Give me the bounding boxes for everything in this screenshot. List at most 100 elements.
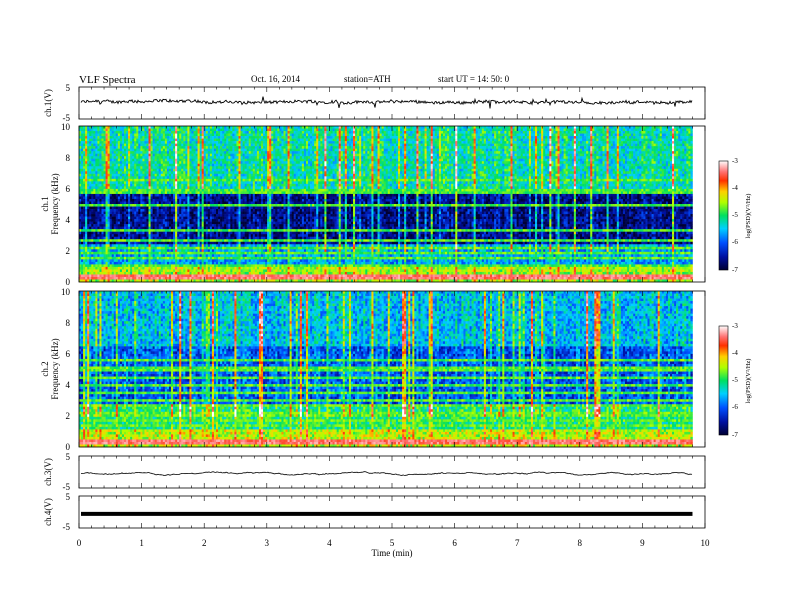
spec1-cell [142,161,145,165]
spec1-cell [158,204,162,207]
spec1-cell [185,166,188,170]
spec1-cell [199,249,202,253]
spec1-cell [156,153,160,157]
spec1-cell [128,236,131,240]
spec1-cell [234,176,237,180]
spec1-cell [191,153,194,157]
spec1-cell [177,186,180,190]
spec1-cell [197,153,200,157]
spec1-cell [191,136,194,139]
spec1-cell [132,156,135,160]
spec1-cell [166,173,170,177]
spec1-cell [148,229,151,232]
spec1-cell [158,201,162,205]
spec1-cell [209,171,213,175]
spec1-cell [126,171,129,175]
spec1-cell [138,231,141,235]
spec1-cell [197,211,200,215]
spec1-cell [148,146,151,149]
spec1-cell [228,261,231,265]
spec1-cell [189,176,192,180]
spec1-cell [128,214,131,217]
spec1-cell [218,138,221,142]
spec1-cell [79,196,82,200]
spec1-cell [81,214,84,217]
spec1-cell [132,168,135,172]
spec1-cell [193,161,196,165]
spec1-cell [171,259,174,263]
spec1-cell [177,254,180,258]
spec1-cell [228,178,231,182]
spec1-cell [205,239,209,243]
spec1-cell [234,266,237,270]
spec1-cell [128,153,131,157]
spec1-cell [189,224,192,227]
spec1-cell [203,191,207,195]
spec1-cell [187,209,190,212]
spec1-cell [191,236,194,240]
spec1-cell [138,279,141,283]
spec1-cell [201,236,205,240]
spec1-cell [146,163,149,167]
spec1-cell [123,221,127,225]
spec1-cell [146,191,149,195]
spec1-cell [109,186,113,190]
spec1-cell [183,163,186,167]
spec1-cell [136,249,139,253]
spec1-cell [144,244,147,248]
spec1-cell [207,279,211,283]
spec1-cell [119,148,123,152]
spec1-cell [193,158,196,162]
spec1-cell [132,188,135,192]
spec1-cell [111,279,115,283]
spec1-cell [123,143,127,147]
spec1-cell [216,171,219,175]
spec1-cell [179,133,182,137]
spec1-cell [79,186,82,190]
spec1-cell [173,178,176,182]
spec1-cell [156,221,160,225]
spec1-cell [171,161,174,165]
spec1-cell [211,249,215,253]
spec1-cell [158,168,162,172]
spec1-cell [138,148,141,152]
spec1-cell [134,173,137,177]
spec1-cell [128,183,131,187]
spec1-cell [205,191,209,195]
spec1-cell [113,156,117,160]
spec1-cell [123,151,127,154]
spec1-cell [144,221,147,225]
spec1-cell [91,276,94,280]
spec1-cell [171,141,174,144]
spec1-cell [138,188,141,192]
spec1-cell [99,163,102,167]
spec1-cell [205,166,209,170]
spec1-cell [91,188,94,192]
spec1-cell [220,126,223,129]
spec1-cell [152,133,155,137]
spec1-cell [236,241,239,245]
spec1-cell [101,266,104,270]
spec1-cell [220,206,223,210]
spec1-cell [109,269,113,273]
spec1-cell [103,178,106,182]
spec1-cell [99,166,102,170]
spec1-cell [117,256,121,260]
spec1-cell [87,224,90,227]
spec1-cell [156,138,160,142]
spec1-cell [87,214,90,217]
spec1-cell [93,259,96,263]
spec1-cell [132,279,135,283]
spec1-cell [81,183,84,187]
spec1-cell [130,181,133,185]
spec1-cell [175,211,178,215]
spec1-cell [138,246,141,250]
spec1-cell [121,241,125,245]
spec1-cell [201,201,205,205]
spec1-cell [213,158,217,162]
spec1-cell [136,206,139,210]
spec1-cell [103,216,106,220]
spec1-cell [111,183,115,187]
spec1-cell [230,171,233,175]
spec1-cell [111,201,115,205]
